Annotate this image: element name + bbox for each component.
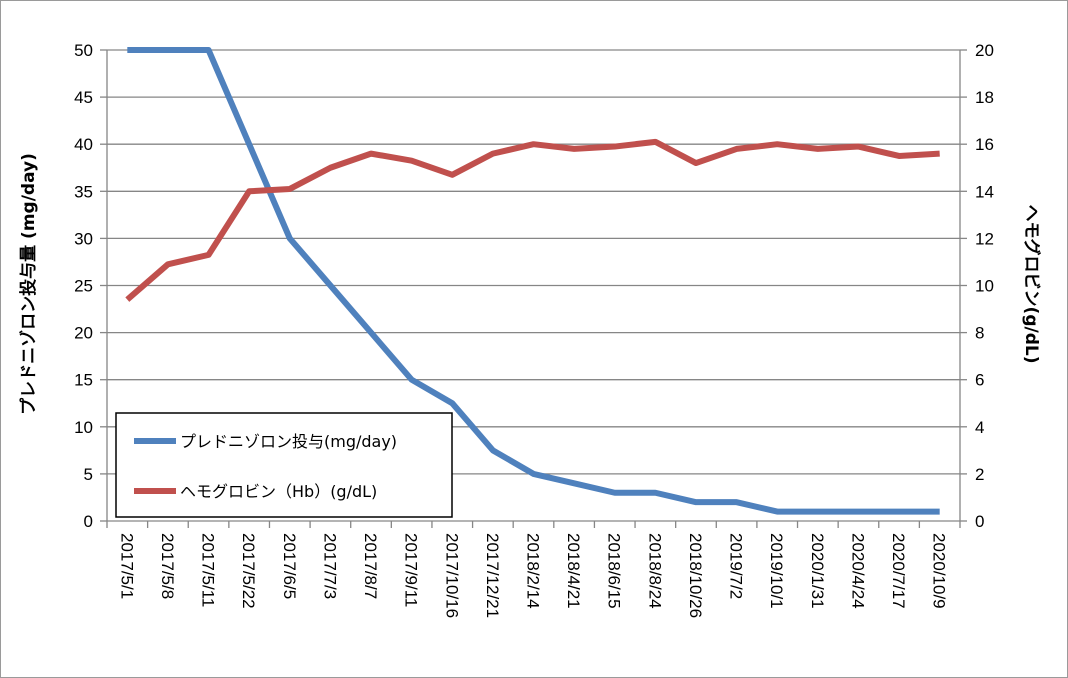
data-point-prednisolone — [571, 480, 577, 486]
x-tick-label: 2017/7/3 — [320, 533, 339, 599]
data-point-hemoglobin — [693, 160, 699, 166]
data-point-prednisolone — [327, 283, 333, 289]
y2-axis-title: ヘモグロビン(g/dL) — [1021, 205, 1042, 364]
data-point-prednisolone — [612, 490, 618, 496]
data-point-hemoglobin — [206, 252, 212, 258]
x-tick-label: 2018/6/15 — [605, 533, 624, 609]
y-tick-label: 45 — [74, 88, 93, 107]
data-point-hemoglobin — [734, 146, 740, 152]
data-point-prednisolone — [531, 471, 537, 477]
y2-tick-label: 18 — [975, 88, 994, 107]
data-point-hemoglobin — [165, 261, 171, 267]
x-tick-label: 2018/8/24 — [645, 533, 664, 609]
y-tick-label: 15 — [74, 371, 93, 390]
data-point-prednisolone — [855, 509, 861, 515]
y2-tick-label: 10 — [975, 277, 994, 296]
x-tick-label: 2018/10/26 — [686, 533, 705, 618]
y-tick-label: 5 — [84, 465, 93, 484]
data-point-hemoglobin — [449, 172, 455, 178]
data-point-prednisolone — [409, 377, 415, 383]
data-point-hemoglobin — [937, 151, 943, 157]
x-tick-label: 2020/7/17 — [889, 533, 908, 609]
data-point-hemoglobin — [490, 151, 496, 157]
data-point-hemoglobin — [815, 146, 821, 152]
x-tick-label: 2020/1/31 — [808, 533, 827, 609]
y-tick-label: 10 — [74, 418, 93, 437]
x-tick-label: 2017/5/22 — [239, 533, 258, 609]
data-point-hemoglobin — [368, 151, 374, 157]
x-tick-label: 2019/7/2 — [727, 533, 746, 599]
y-tick-label: 25 — [74, 277, 93, 296]
tick-labels: 0 5 10 15 20 25 30 35 40 45 50 0 2 4 6 8 10 12 14 16 18 20 201… — [74, 41, 994, 618]
legend-box — [115, 412, 453, 518]
y-tick-label: 30 — [74, 229, 93, 248]
x-tick-label: 2017/5/1 — [117, 533, 136, 599]
axes — [100, 49, 967, 528]
y2-tick-label: 8 — [975, 324, 984, 343]
data-point-prednisolone — [490, 447, 496, 453]
y2-tick-label: 4 — [975, 418, 984, 437]
y-tick-label: 50 — [74, 41, 93, 60]
data-point-hemoglobin — [855, 144, 861, 150]
x-tick-label: 2018/4/21 — [564, 533, 583, 609]
y-tick-label: 0 — [84, 512, 93, 531]
data-point-prednisolone — [693, 499, 699, 505]
legend: プレドニゾロン投与(mg/day) ヘモグロビン（Hb）(g/dL) — [115, 412, 453, 518]
data-point-prednisolone — [287, 235, 293, 241]
data-point-prednisolone — [246, 141, 252, 147]
legend-label-hemoglobin: ヘモグロビン（Hb）(g/dL) — [180, 482, 377, 501]
x-tick-label: 2017/6/5 — [280, 533, 299, 599]
data-point-prednisolone — [896, 509, 902, 515]
y-tick-label: 40 — [74, 135, 93, 154]
y-tick-label: 35 — [74, 182, 93, 201]
series-line-prednisolone — [127, 47, 940, 515]
data-point-prednisolone — [124, 47, 130, 53]
x-tick-label: 2020/4/24 — [848, 533, 867, 609]
y-axis-title: プレドニゾロン投与量 (mg/day) — [18, 153, 39, 415]
x-tick-label: 2020/10/9 — [930, 533, 949, 609]
data-point-hemoglobin — [531, 141, 537, 147]
y2-tick-label: 16 — [975, 135, 994, 154]
legend-label-prednisolone: プレドニゾロン投与(mg/day) — [180, 432, 397, 451]
y2-tick-label: 2 — [975, 465, 984, 484]
y2-tick-label: 20 — [975, 41, 994, 60]
data-point-prednisolone — [206, 47, 212, 53]
axis-titles: プレドニゾロン投与量 (mg/day) ヘモグロビン(g/dL) — [18, 153, 1042, 415]
y-tick-label: 20 — [74, 324, 93, 343]
data-point-prednisolone — [937, 509, 943, 515]
data-point-hemoglobin — [287, 186, 293, 192]
x-tick-label: 2017/9/11 — [402, 533, 421, 607]
x-tick-label: 2018/2/14 — [524, 533, 543, 609]
series-line-hemoglobin — [125, 138, 940, 302]
y2-tick-label: 0 — [975, 512, 984, 531]
data-point-prednisolone — [368, 330, 374, 336]
data-point-hemoglobin — [652, 139, 658, 145]
data-point-hemoglobin — [327, 165, 333, 171]
x-tick-label: 2017/5/11 — [199, 533, 218, 607]
data-point-hemoglobin — [571, 146, 577, 152]
data-point-hemoglobin — [774, 141, 780, 147]
y2-tick-label: 14 — [975, 182, 994, 201]
y2-tick-label: 12 — [975, 229, 994, 248]
x-tick-label: 2017/5/8 — [158, 533, 177, 599]
x-tick-label: 2017/12/21 — [483, 533, 502, 618]
data-point-hemoglobin — [409, 158, 415, 164]
data-point-hemoglobin — [896, 153, 902, 159]
y2-tick-label: 6 — [975, 371, 984, 390]
series-layer — [124, 47, 943, 515]
data-point-hemoglobin — [246, 188, 252, 194]
data-point-prednisolone — [815, 509, 821, 515]
x-tick-label: 2017/10/16 — [442, 533, 461, 618]
data-point-prednisolone — [734, 499, 740, 505]
data-point-hemoglobin — [612, 144, 618, 150]
data-point-hemoglobin — [124, 297, 130, 303]
data-point-prednisolone — [449, 400, 455, 406]
data-point-prednisolone — [774, 509, 780, 515]
data-point-prednisolone — [652, 490, 658, 496]
data-point-prednisolone — [165, 47, 171, 53]
x-tick-label: 2017/8/7 — [361, 533, 380, 599]
x-tick-label: 2019/10/1 — [767, 533, 786, 609]
